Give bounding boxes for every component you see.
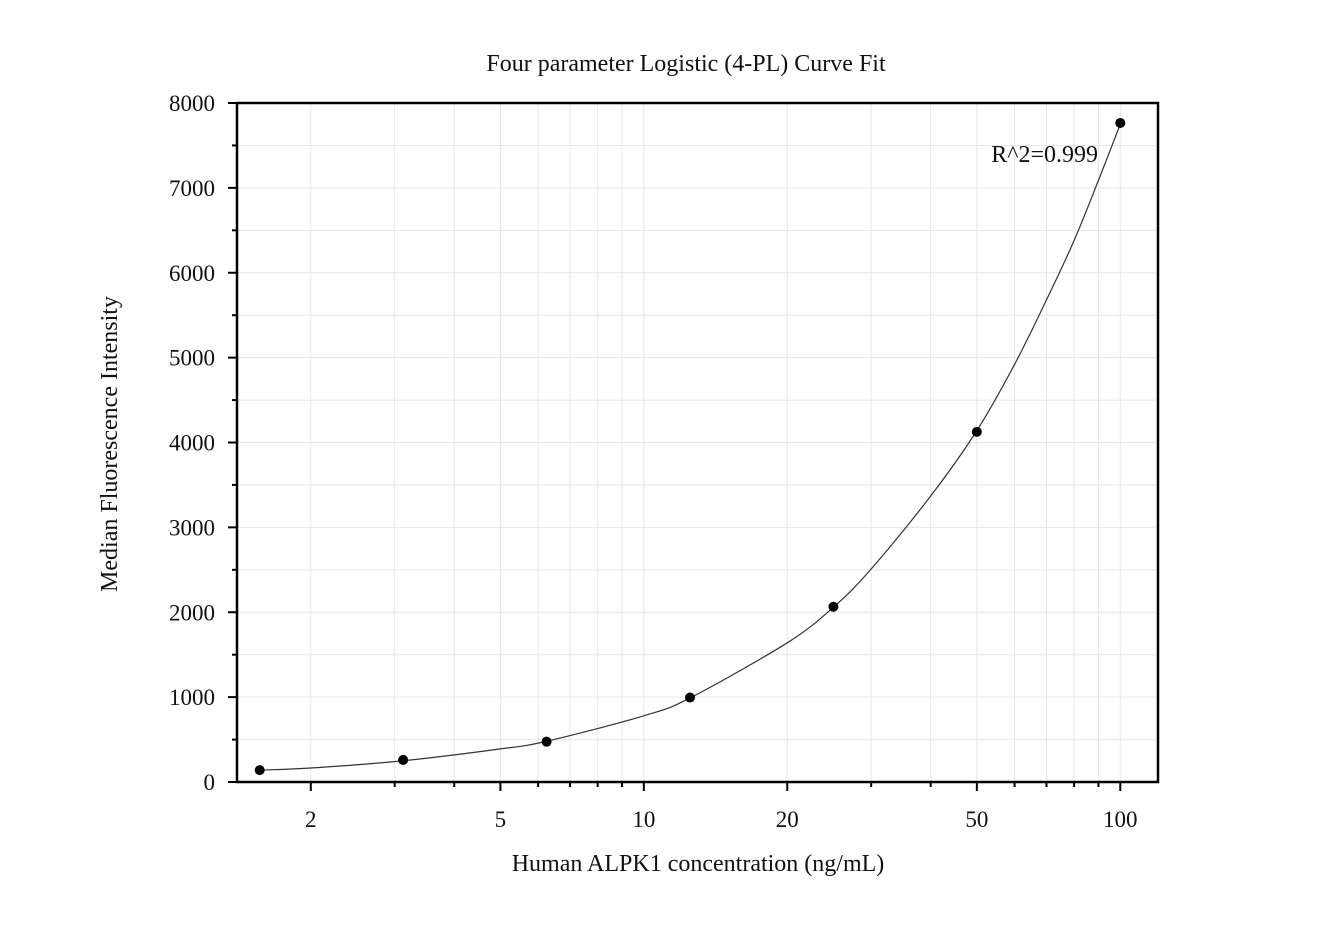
y-tick-label: 6000 bbox=[169, 261, 215, 286]
data-point bbox=[254, 765, 265, 776]
y-tick-label: 8000 bbox=[169, 91, 215, 116]
data-point bbox=[971, 426, 982, 437]
y-axis-label: Median Fluorescence Intensity bbox=[97, 296, 123, 592]
x-tick-label: 100 bbox=[1103, 807, 1138, 832]
y-tick-label: 0 bbox=[204, 770, 216, 795]
x-tick-label: 20 bbox=[776, 807, 799, 832]
y-tick-label: 7000 bbox=[169, 176, 215, 201]
x-axis-ticks: 2 5 10 20 50 100 bbox=[305, 782, 1138, 832]
chart-title: Four parameter Logistic (4-PL) Curve Fit bbox=[486, 51, 886, 77]
y-tick-label: 2000 bbox=[169, 600, 215, 625]
x-tick-label: 5 bbox=[495, 807, 507, 832]
data-point bbox=[828, 601, 839, 612]
grid bbox=[237, 103, 1158, 782]
y-tick-label: 3000 bbox=[169, 515, 215, 540]
x-axis-label: Human ALPK1 concentration (ng/mL) bbox=[512, 851, 885, 877]
y-tick-label: 1000 bbox=[169, 685, 215, 710]
data-points bbox=[254, 117, 1126, 776]
x-tick-label: 50 bbox=[965, 807, 988, 832]
y-tick-label: 5000 bbox=[169, 346, 215, 371]
y-axis-ticks: 0 1000 2000 3000 4000 5000 6000 7000 8000 bbox=[169, 91, 237, 795]
data-point bbox=[684, 692, 695, 703]
r-squared-annotation: R^2=0.999 bbox=[991, 142, 1098, 168]
x-tick-label: 10 bbox=[632, 807, 655, 832]
x-tick-label: 2 bbox=[305, 807, 317, 832]
data-point bbox=[1115, 117, 1126, 128]
y-tick-label: 4000 bbox=[169, 431, 215, 456]
data-point bbox=[541, 736, 552, 747]
data-point bbox=[398, 754, 409, 765]
